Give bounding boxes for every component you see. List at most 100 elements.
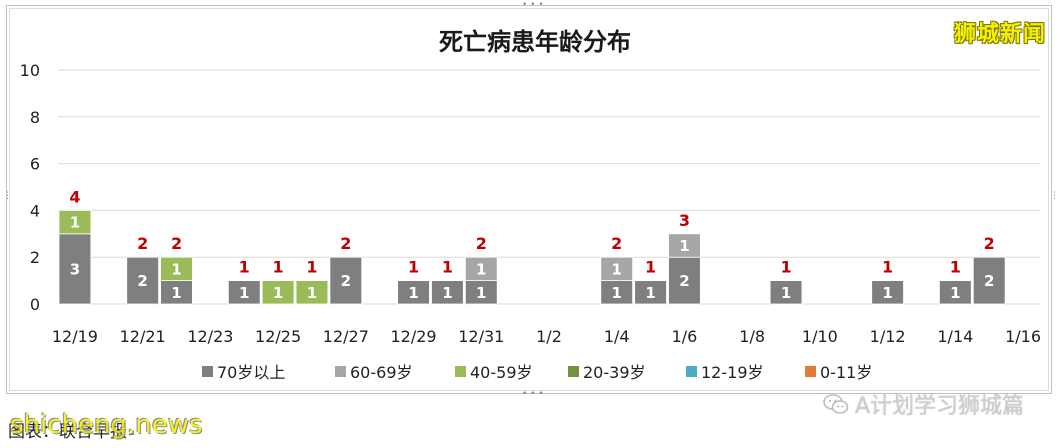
total-value-label: 1: [882, 258, 893, 277]
segment-value-label: 1: [781, 284, 791, 302]
bar-segment: [464, 256, 498, 282]
chart-title: 死亡病患年龄分布: [439, 28, 631, 56]
legend-swatch: [686, 366, 697, 377]
total-value-label: 1: [950, 258, 961, 277]
bar-segment: [295, 280, 329, 305]
x-tick-label: 12/27: [323, 327, 369, 346]
y-tick-label: 8: [30, 108, 40, 127]
segment-value-label: 1: [239, 284, 249, 302]
total-value-label: 1: [239, 258, 250, 277]
bar-segment: [769, 280, 803, 305]
x-tick-label: 1/6: [672, 327, 698, 346]
wechat-icon: [823, 394, 849, 414]
x-tick-label: 1/10: [802, 327, 838, 346]
y-tick-label: 0: [30, 295, 40, 314]
segment-value-label: 2: [341, 272, 351, 290]
bars: 3 1 4 2 2 1 1 2 1 1 1 1 1 1 2 2 1 1 1 1 1 1 2 1 1 2 1 1 2 1 3 1 1 1 1 1 1 2 2: [58, 187, 1006, 305]
legend-label: 12-19岁: [701, 363, 764, 382]
segment-value-label: 1: [950, 284, 960, 302]
y-axis-ticks: 0 2 4 6 8 10: [20, 61, 40, 314]
legend-label: 60-69岁: [350, 363, 413, 382]
legend-swatch: [455, 366, 466, 377]
x-tick-label: 1/16: [1005, 327, 1041, 346]
segment-value-label: 2: [137, 272, 147, 290]
resize-handle-right[interactable]: ⋮: [1050, 191, 1059, 201]
total-value-label: 2: [171, 234, 182, 253]
bar-segment: [939, 280, 972, 305]
segment-value-label: 1: [612, 284, 622, 302]
segment-value-label: 1: [679, 237, 689, 255]
bar-segment: [126, 256, 159, 305]
x-tick-label: 1/8: [739, 327, 765, 346]
resize-handle-left[interactable]: ⋮: [3, 191, 12, 201]
y-tick-label: 10: [20, 61, 40, 80]
bar-segment: [972, 256, 1006, 305]
x-tick-label: 1/4: [604, 327, 630, 346]
y-tick-label: 6: [30, 155, 40, 174]
segment-value-label: 3: [70, 260, 80, 278]
bar-segment: [668, 233, 701, 258]
total-value-label: 2: [137, 234, 148, 253]
y-tick-label: 4: [30, 201, 40, 220]
total-value-label: 1: [306, 258, 317, 277]
legend-label: 70岁以上: [217, 363, 285, 382]
bar-segment: [634, 280, 667, 305]
figure-caption: 图表：联合早报↵: [8, 417, 135, 442]
bar-segment: [668, 256, 701, 305]
segment-value-label: 1: [273, 284, 283, 302]
bar-segment: [58, 233, 92, 305]
segment-value-label: 1: [171, 260, 181, 278]
segment-value-label: 1: [171, 284, 181, 302]
bar-segment: [600, 256, 634, 282]
bar-segment: [261, 280, 295, 305]
legend: 70岁以上 60-69岁 40-59岁 20-39岁 12-19岁 0-11岁: [202, 363, 872, 382]
legend-label: 40-59岁: [470, 363, 533, 382]
total-value-label: 1: [645, 258, 656, 277]
resize-handle-bottom[interactable]: • • •: [522, 389, 544, 399]
segment-value-label: 1: [645, 284, 655, 302]
watermark-top-right: 狮城新闻: [953, 22, 1046, 47]
x-tick-label: 12/29: [390, 327, 436, 346]
x-axis-ticks: 12/19 12/21 12/23 12/25 12/27 12/29 12/31 1/2 1/…: [52, 327, 1041, 346]
bar-segment: [431, 280, 464, 305]
y-tick-label: 2: [30, 248, 40, 267]
caption-text: 图表：联合早报: [8, 422, 127, 442]
bar-segment: [329, 256, 363, 305]
resize-handle-top[interactable]: • • •: [522, 0, 544, 10]
segment-value-label: 1: [476, 284, 486, 302]
total-value-label: 1: [408, 258, 419, 277]
x-tick-label: 1/14: [937, 327, 973, 346]
total-value-label: 2: [984, 234, 995, 253]
legend-label: 0-11岁: [820, 363, 872, 382]
legend-swatch: [568, 366, 579, 377]
wechat-account-name: A计划学习狮城篇: [854, 394, 1024, 419]
segment-value-label: 1: [612, 260, 622, 278]
segment-value-label: 1: [476, 260, 486, 278]
segment-value-label: 1: [442, 284, 452, 302]
wechat-account-watermark: A计划学习狮城篇: [823, 388, 1024, 420]
segment-value-label: 1: [882, 284, 892, 302]
chart-inner-border: [9, 8, 1049, 391]
x-tick-label: 12/31: [458, 327, 504, 346]
x-tick-label: 1/12: [870, 327, 906, 346]
watermark-bottom-left: shicheng.news: [10, 410, 203, 440]
x-tick-label: 12/25: [255, 327, 301, 346]
x-tick-label: 12/21: [120, 327, 166, 346]
legend-swatch: [335, 366, 346, 377]
bar-segment: [397, 280, 430, 305]
bar-segment: [160, 256, 193, 282]
x-tick-label: 12/23: [187, 327, 233, 346]
total-value-label: 1: [273, 258, 284, 277]
segment-value-label: 1: [70, 214, 80, 232]
segment-value-label: 1: [307, 284, 317, 302]
x-tick-label: 12/19: [52, 327, 98, 346]
total-value-label: 2: [611, 234, 622, 253]
bar-segment: [58, 209, 92, 235]
bar-segment: [227, 280, 261, 305]
total-value-label: 1: [442, 258, 453, 277]
total-value-label: 3: [679, 211, 690, 230]
total-value-label: 1: [780, 258, 791, 277]
gridlines: [58, 69, 1040, 305]
total-value-label: 2: [476, 234, 487, 253]
segment-value-label: 2: [984, 272, 994, 290]
